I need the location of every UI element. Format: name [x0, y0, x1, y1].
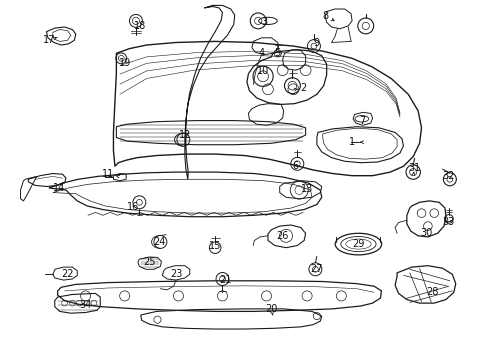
- Text: 6: 6: [292, 161, 298, 171]
- Text: 15: 15: [208, 240, 221, 251]
- Text: 27: 27: [310, 264, 323, 274]
- Text: 18: 18: [134, 21, 146, 31]
- Text: 20: 20: [264, 304, 277, 314]
- Text: 2: 2: [300, 83, 305, 93]
- Text: 1: 1: [348, 137, 354, 147]
- Text: 8: 8: [322, 11, 327, 21]
- Text: 7: 7: [358, 116, 364, 126]
- Text: 10: 10: [256, 66, 268, 76]
- Text: 12: 12: [178, 130, 191, 140]
- Text: 29: 29: [351, 239, 364, 249]
- Text: 9: 9: [313, 38, 319, 48]
- Text: 13: 13: [300, 184, 312, 194]
- Text: 3: 3: [261, 17, 266, 27]
- Text: 4: 4: [258, 48, 264, 58]
- Text: 21: 21: [218, 275, 231, 285]
- Text: 17: 17: [42, 35, 55, 45]
- Text: 5: 5: [274, 48, 280, 58]
- Text: 32: 32: [442, 171, 454, 181]
- Text: 33: 33: [442, 217, 454, 228]
- Text: 11: 11: [101, 168, 114, 179]
- Text: 16: 16: [127, 202, 140, 212]
- Text: 26: 26: [276, 231, 288, 241]
- Text: 30: 30: [419, 228, 432, 238]
- Text: 23: 23: [169, 269, 182, 279]
- Text: 24: 24: [153, 237, 166, 247]
- Text: 28: 28: [426, 287, 438, 297]
- Text: 22: 22: [61, 269, 74, 279]
- Text: 31: 31: [407, 163, 420, 174]
- Text: 34: 34: [79, 300, 92, 310]
- Text: 19: 19: [118, 58, 131, 68]
- Text: 25: 25: [142, 257, 155, 267]
- Text: 14: 14: [52, 183, 65, 193]
